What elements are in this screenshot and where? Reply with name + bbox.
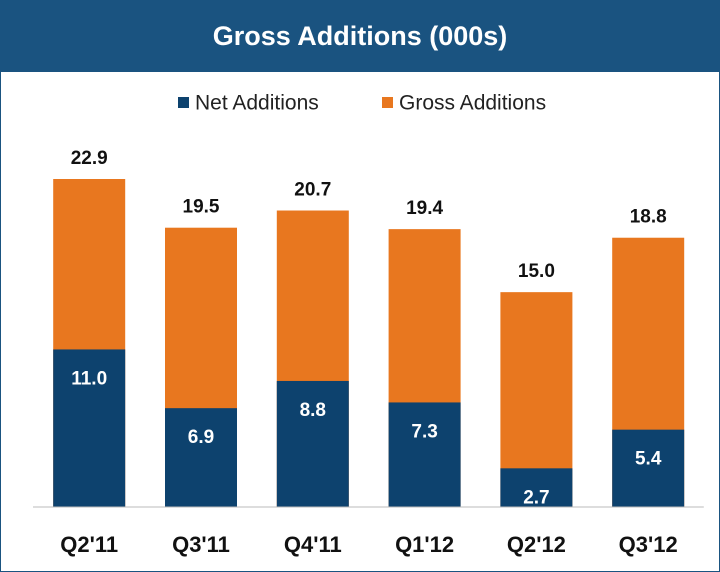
x-tick-label: Q2'12 [507,532,566,557]
value-label: 18.8 [630,207,667,228]
x-tick-label: Q3'12 [619,532,678,557]
legend-swatch [178,97,189,108]
chart-title: Gross Additions (000s) [213,21,508,51]
value-label: 20.7 [294,180,331,201]
bar [276,380,349,507]
legend-label: Gross Additions [399,92,546,115]
bar [500,468,573,507]
value-label: 8.8 [300,400,326,421]
bar [612,429,685,507]
bar [388,402,461,507]
legend-label: Net Additions [195,92,319,115]
value-label: 6.9 [188,427,214,448]
x-tick-label: Q2'11 [60,532,118,557]
x-tick-label: Q3'11 [172,532,230,557]
value-label: 19.5 [183,197,220,218]
value-label: 2.7 [523,487,549,508]
header [0,0,720,72]
x-tick-label: Q1'12 [395,532,454,557]
value-label: 19.4 [406,198,443,219]
x-tick-label: Q4'11 [284,532,342,557]
bar [165,408,237,507]
value-label: 7.3 [411,421,437,442]
value-label: 11.0 [71,368,107,389]
value-label: 22.9 [71,148,108,169]
value-label: 15.0 [518,261,555,282]
value-label: 5.4 [635,449,662,470]
legend-swatch [382,97,393,108]
bar [53,349,126,507]
